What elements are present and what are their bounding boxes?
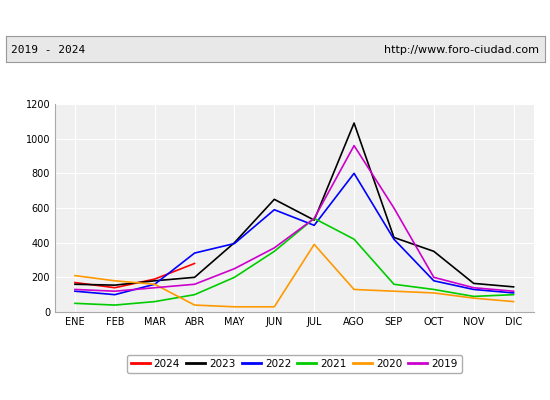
2023 — [112, 283, 118, 288]
2019 — [151, 285, 158, 290]
2020 — [271, 304, 278, 309]
2019 — [231, 266, 238, 271]
2019 — [351, 143, 358, 148]
2022 — [510, 290, 517, 295]
2021 — [351, 237, 358, 242]
2020 — [72, 273, 78, 278]
2024 — [151, 277, 158, 282]
2023 — [351, 121, 358, 126]
2023 — [191, 275, 198, 280]
2019 — [271, 246, 278, 250]
2022 — [470, 287, 477, 292]
2021 — [191, 292, 198, 297]
2019 — [390, 206, 397, 210]
2020 — [151, 282, 158, 287]
2021 — [390, 282, 397, 287]
2022 — [431, 278, 437, 283]
2020 — [112, 278, 118, 283]
2022 — [390, 237, 397, 242]
2020 — [191, 303, 198, 308]
Text: Evolucion Nº Turistas Extranjeros en el municipio de Parres: Evolucion Nº Turistas Extranjeros en el … — [79, 12, 471, 24]
Line: 2019: 2019 — [75, 146, 514, 291]
2020 — [390, 289, 397, 294]
2024 — [112, 285, 118, 290]
2021 — [431, 287, 437, 292]
2021 — [470, 294, 477, 299]
2023 — [470, 281, 477, 286]
2021 — [311, 216, 317, 221]
2023 — [72, 282, 78, 287]
2019 — [470, 285, 477, 290]
2019 — [431, 275, 437, 280]
2019 — [510, 289, 517, 294]
2019 — [72, 287, 78, 292]
Text: http://www.foro-ciudad.com: http://www.foro-ciudad.com — [384, 45, 539, 55]
Text: 2019 - 2024: 2019 - 2024 — [11, 45, 85, 55]
2020 — [470, 296, 477, 300]
Line: 2023: 2023 — [75, 123, 514, 287]
2023 — [271, 197, 278, 202]
2021 — [510, 292, 517, 297]
2020 — [231, 304, 238, 309]
2023 — [311, 218, 317, 222]
2023 — [431, 249, 437, 254]
2021 — [231, 275, 238, 280]
2023 — [390, 235, 397, 240]
Line: 2020: 2020 — [75, 244, 514, 307]
2020 — [431, 290, 437, 295]
2020 — [311, 242, 317, 247]
2020 — [510, 299, 517, 304]
2022 — [231, 241, 238, 246]
2023 — [231, 240, 238, 245]
2020 — [351, 287, 358, 292]
2022 — [151, 282, 158, 287]
2022 — [311, 223, 317, 228]
2021 — [151, 299, 158, 304]
2022 — [191, 251, 198, 256]
2019 — [311, 216, 317, 221]
2022 — [112, 292, 118, 297]
2021 — [112, 303, 118, 308]
2019 — [191, 282, 198, 287]
Line: 2024: 2024 — [75, 264, 195, 288]
2021 — [271, 249, 278, 254]
Line: 2021: 2021 — [75, 218, 514, 305]
Line: 2022: 2022 — [75, 173, 514, 295]
Legend: 2024, 2023, 2022, 2021, 2020, 2019: 2024, 2023, 2022, 2021, 2020, 2019 — [126, 355, 462, 373]
2024 — [72, 280, 78, 285]
2022 — [271, 207, 278, 212]
2022 — [72, 289, 78, 294]
2019 — [112, 289, 118, 294]
2021 — [72, 301, 78, 306]
2022 — [351, 171, 358, 176]
2024 — [191, 261, 198, 266]
2023 — [151, 278, 158, 283]
2023 — [510, 284, 517, 289]
